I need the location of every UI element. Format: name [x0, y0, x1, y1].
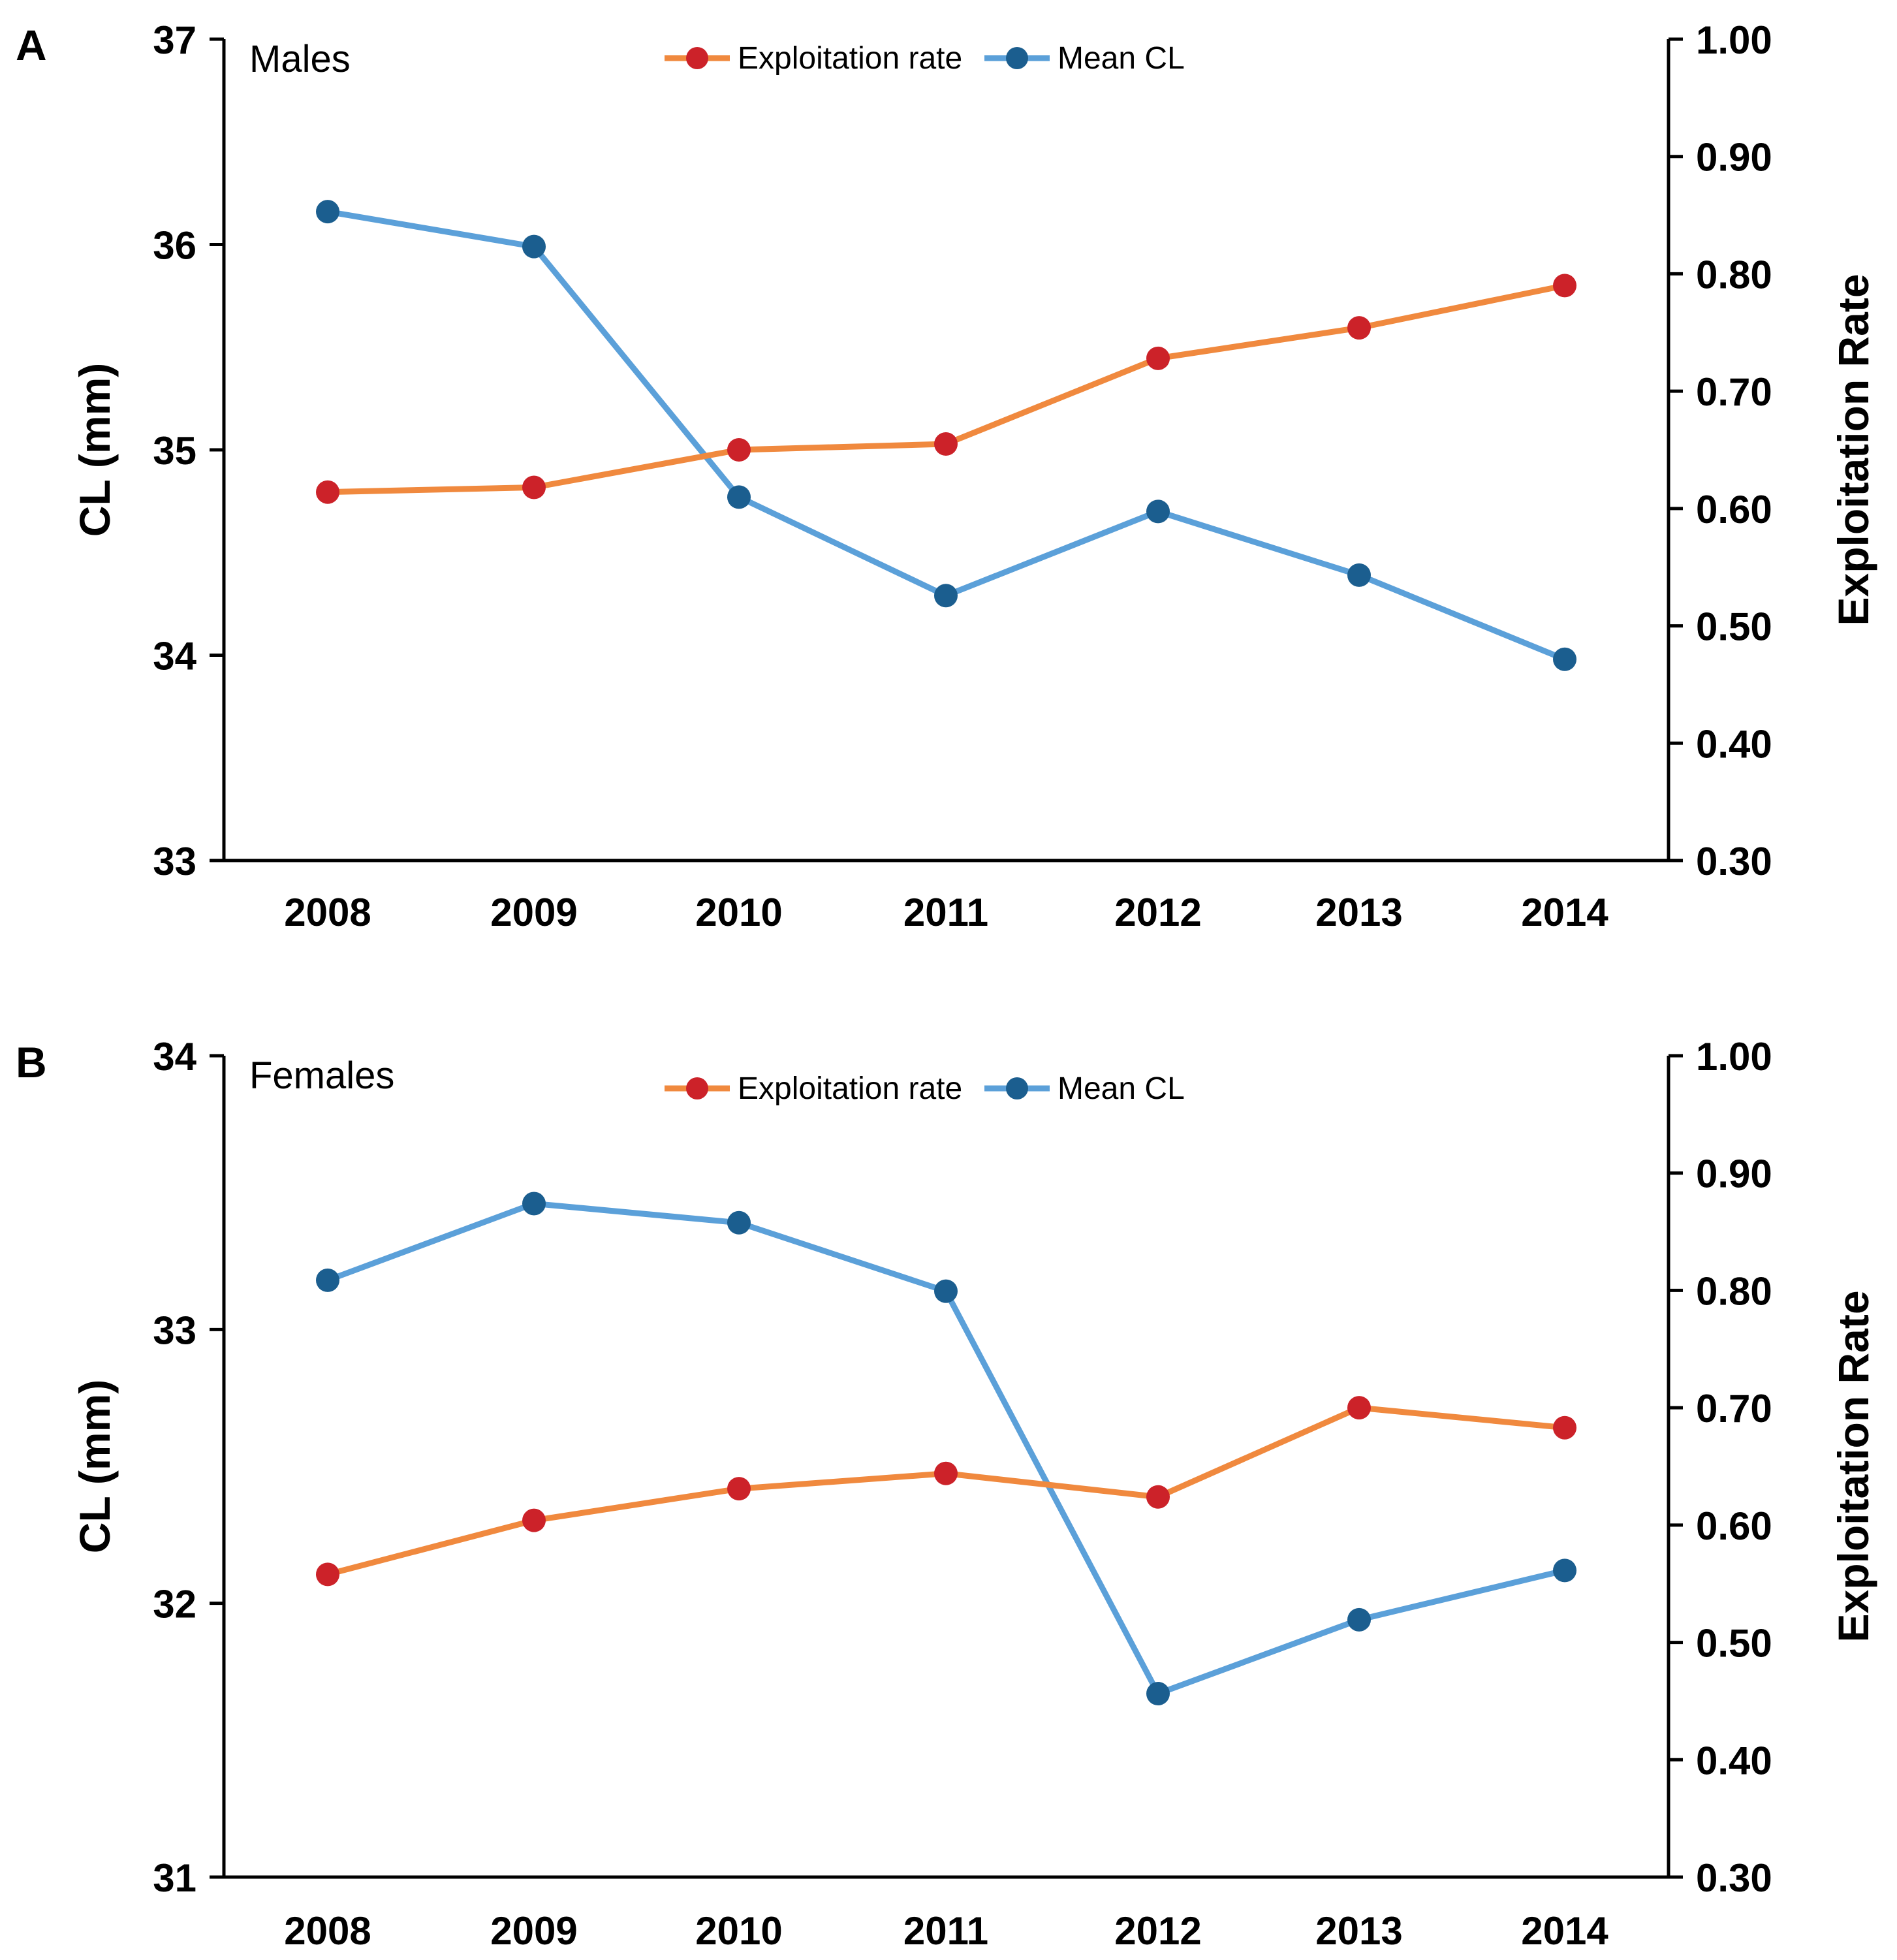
right-y-tick-label: 0.40: [1696, 1739, 1772, 1782]
legend-marker: [686, 47, 708, 69]
x-tick-label: 2010: [695, 891, 782, 934]
right-y-tick-label: 0.60: [1696, 1504, 1772, 1548]
left-y-tick-label: 35: [153, 429, 196, 473]
x-tick-label: 2012: [1114, 1909, 1201, 1953]
mean-cl-point: [316, 200, 339, 224]
right-axis-title: Exploitation Rate: [1829, 1290, 1877, 1642]
exploitation-rate-point: [934, 1461, 958, 1485]
mean-cl-point: [1347, 563, 1371, 587]
mean-cl-point: [727, 485, 751, 509]
x-tick-label: 2009: [490, 1909, 577, 1953]
left-y-tick-label: 33: [153, 1308, 196, 1352]
right-y-tick-label: 0.60: [1696, 488, 1772, 531]
right-y-tick-label: 0.70: [1696, 370, 1772, 414]
mean-cl-point: [1347, 1607, 1371, 1632]
exploitation-rate-point: [522, 1508, 546, 1532]
mean-cl-point: [316, 1268, 339, 1292]
legend-marker: [1006, 47, 1028, 69]
panel-a: 33 34 35 36 37 0.30 0.40 0.50 0.60 0.70 0.80 0.90 1.…: [16, 18, 1877, 934]
mean-cl-point: [522, 1192, 546, 1216]
x-tick-label: 2011: [903, 891, 988, 934]
legend-label: Mean CL: [1058, 1071, 1185, 1106]
right-y-tick-label: 1.00: [1696, 18, 1772, 62]
left-y-tick-label: 31: [153, 1856, 196, 1900]
right-y-tick-label: 0.30: [1696, 1856, 1772, 1900]
panel-title: Females: [249, 1054, 394, 1097]
legend-marker: [686, 1077, 708, 1099]
mean-cl-point: [727, 1210, 751, 1235]
mean-cl-point: [934, 584, 958, 608]
exploitation-rate-point: [1347, 316, 1371, 340]
left-y-tick-label: 33: [153, 840, 196, 883]
right-y-tick-label: 0.90: [1696, 1152, 1772, 1196]
x-tick-label: 2008: [284, 1909, 371, 1953]
right-y-tick-label: 0.80: [1696, 1269, 1772, 1313]
exploitation-rate-point: [727, 438, 751, 462]
mean-cl-point: [1146, 1682, 1170, 1706]
x-tick-label: 2013: [1315, 1909, 1402, 1953]
exploitation-rate-point: [1146, 346, 1170, 370]
x-tick-label: 2011: [903, 1909, 988, 1953]
right-y-tick-label: 0.90: [1696, 136, 1772, 180]
right-y-tick-label: 0.40: [1696, 722, 1772, 766]
right-y-tick-label: 0.70: [1696, 1387, 1772, 1430]
exploitation-rate-point: [1553, 1415, 1576, 1440]
exploitation-rate-point: [727, 1477, 751, 1501]
left-y-tick-label: 34: [153, 1035, 196, 1079]
x-tick-label: 2008: [284, 891, 371, 934]
panel-letter: B: [16, 1038, 47, 1086]
exploitation-rate-point: [934, 432, 958, 456]
left-y-tick-label: 34: [153, 635, 196, 678]
x-tick-label: 2010: [695, 1909, 782, 1953]
exploitation-rate-point: [316, 480, 339, 504]
left-y-tick-label: 36: [153, 224, 196, 268]
legend-label: Mean CL: [1058, 41, 1185, 76]
x-tick-label: 2013: [1315, 891, 1402, 934]
right-y-tick-label: 0.50: [1696, 605, 1772, 649]
right-y-tick-label: 1.00: [1696, 1035, 1772, 1079]
mean-cl-point: [1146, 499, 1170, 524]
mean-cl-point: [522, 234, 546, 259]
panel-title: Males: [249, 38, 351, 80]
exploitation-rate-point: [316, 1562, 339, 1587]
exploitation-rate-point: [522, 475, 546, 499]
right-y-tick-label: 0.30: [1696, 840, 1772, 883]
mean-cl-point: [934, 1279, 958, 1303]
legend-label: Exploitation rate: [738, 41, 962, 76]
left-y-tick-label: 37: [153, 18, 196, 62]
x-tick-label: 2014: [1521, 1909, 1608, 1953]
x-tick-label: 2009: [490, 891, 577, 934]
exploitation-rate-point: [1146, 1485, 1170, 1509]
right-y-tick-label: 0.80: [1696, 253, 1772, 296]
mean-cl-point: [1553, 647, 1576, 671]
mean-cl-point: [1553, 1558, 1576, 1583]
left-y-tick-label: 32: [153, 1583, 196, 1626]
x-tick-label: 2014: [1521, 891, 1608, 934]
panel-b: 31 32 33 34 0.30 0.40 0.50 0.60 0.70 0.80 0.90 1.00…: [16, 1035, 1877, 1953]
x-tick-label: 2012: [1114, 891, 1201, 934]
right-axis-title: Exploitation Rate: [1829, 274, 1877, 625]
panel-letter: A: [16, 21, 47, 69]
exploitation-rate-point: [1347, 1396, 1371, 1420]
legend-label: Exploitation rate: [738, 1071, 962, 1106]
right-y-tick-label: 0.50: [1696, 1622, 1772, 1666]
legend-marker: [1006, 1077, 1028, 1099]
exploitation-rate-point: [1553, 274, 1576, 298]
left-axis-title: CL (mm): [71, 1380, 119, 1553]
left-axis-title: CL (mm): [71, 363, 119, 537]
